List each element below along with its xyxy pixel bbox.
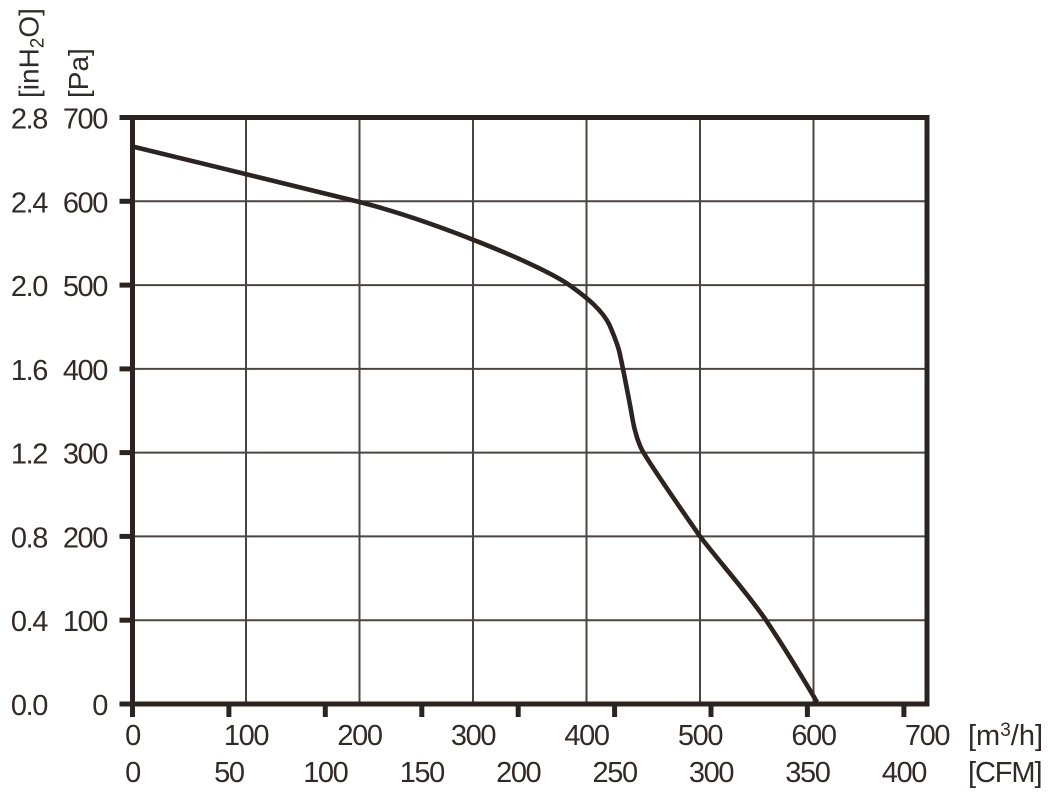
svg-text:700: 700 — [63, 104, 107, 136]
svg-text:100: 100 — [303, 757, 347, 789]
svg-text:350: 350 — [785, 757, 829, 789]
svg-text:500: 500 — [63, 271, 107, 303]
svg-text:600: 600 — [791, 720, 835, 752]
svg-text:400: 400 — [63, 355, 107, 387]
svg-text:150: 150 — [400, 757, 444, 789]
svg-text:700: 700 — [905, 720, 949, 752]
svg-text:500: 500 — [678, 720, 722, 752]
svg-text:600: 600 — [63, 187, 107, 219]
svg-text:[inH2O]: [inH2O] — [14, 8, 49, 98]
svg-text:2.0: 2.0 — [11, 271, 47, 303]
svg-text:300: 300 — [689, 757, 733, 789]
svg-text:100: 100 — [63, 606, 107, 638]
svg-text:300: 300 — [451, 720, 495, 752]
svg-text:200: 200 — [337, 720, 381, 752]
svg-text:50: 50 — [214, 757, 244, 789]
svg-text:0: 0 — [125, 720, 140, 752]
svg-text:0: 0 — [125, 757, 140, 789]
svg-text:400: 400 — [882, 757, 926, 789]
svg-text:1.2: 1.2 — [11, 439, 47, 471]
svg-text:100: 100 — [224, 720, 268, 752]
svg-text:1.6: 1.6 — [11, 355, 47, 387]
svg-text:0.0: 0.0 — [11, 690, 47, 722]
svg-text:2.8: 2.8 — [11, 104, 47, 136]
svg-text:250: 250 — [593, 757, 637, 789]
svg-text:0: 0 — [92, 690, 107, 722]
svg-text:[CFM]: [CFM] — [968, 757, 1041, 789]
svg-text:0.8: 0.8 — [11, 522, 47, 554]
svg-text:400: 400 — [564, 720, 608, 752]
svg-text:200: 200 — [63, 522, 107, 554]
svg-text:200: 200 — [496, 757, 540, 789]
svg-text:300: 300 — [63, 439, 107, 471]
svg-text:0.4: 0.4 — [11, 606, 48, 638]
svg-text:2.4: 2.4 — [11, 187, 48, 219]
svg-text:[m3/h]: [m3/h] — [968, 720, 1043, 752]
svg-text:[Pa]: [Pa] — [63, 48, 94, 98]
